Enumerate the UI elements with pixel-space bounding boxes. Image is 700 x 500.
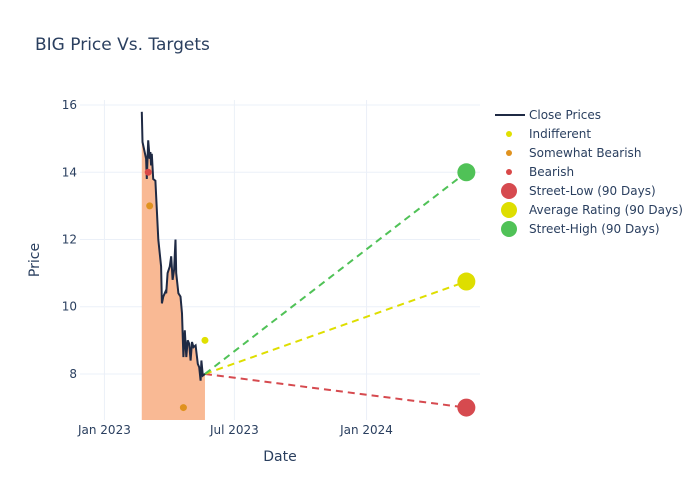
target-marker-average-rating-days-	[457, 272, 476, 291]
legend-dot-icon	[506, 169, 512, 175]
x-tick-label: Jan 2024	[339, 423, 393, 437]
y-tick-label: 8	[69, 367, 77, 381]
y-tick-label: 14	[62, 165, 77, 179]
close-price-line	[140, 111, 206, 381]
legend-label: Average Rating (90 Days)	[529, 203, 683, 217]
legend-label: Close Prices	[529, 108, 601, 122]
legend-marker-icon	[501, 202, 517, 218]
legend-label: Indifferent	[529, 127, 591, 141]
legend-label: Bearish	[529, 165, 574, 179]
rating-point-indifferent	[201, 336, 209, 344]
target-line-street-low-days-	[204, 372, 467, 409]
x-axis-label: Date	[263, 449, 296, 465]
y-tick-label: 16	[62, 98, 77, 112]
rating-point-somewhat-bearish	[179, 404, 187, 412]
legend-dot-icon	[506, 150, 512, 156]
legend-label: Somewhat Bearish	[529, 146, 641, 160]
legend-marker-icon	[501, 221, 517, 237]
y-tick-label: 10	[62, 300, 77, 314]
legend-dot-icon	[506, 131, 512, 137]
chart-title: BIG Price Vs. Targets	[35, 35, 210, 55]
rating-point-somewhat-bearish	[146, 202, 154, 210]
close-price-area	[141, 111, 205, 421]
legend-label: Street-Low (90 Days)	[529, 184, 656, 198]
target-marker-street-low-days-	[457, 398, 476, 417]
legend-marker-icon	[501, 183, 517, 199]
target-marker-street-high-days-	[457, 163, 476, 182]
rating-point-bearish	[144, 168, 152, 176]
y-tick-label: 12	[62, 232, 77, 246]
target-line-average-rating-days-	[204, 280, 467, 375]
x-tick-label: Jul 2023	[209, 423, 259, 437]
target-line-street-high-days-	[204, 171, 467, 375]
legend-label: Street-High (90 Days)	[529, 222, 660, 236]
y-axis-label: Price	[27, 243, 43, 277]
x-tick-label: Jan 2023	[77, 423, 131, 437]
